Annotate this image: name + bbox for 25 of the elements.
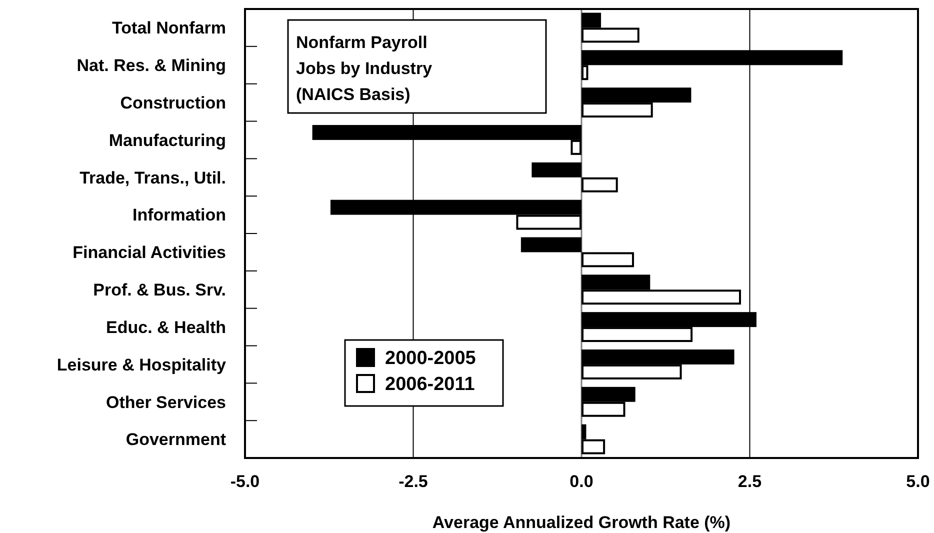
x-tick-label: 2.5 [738,472,762,491]
legend-label: 2006-2011 [385,374,476,395]
y-tick-label: Financial Activities [72,243,226,262]
y-tick-label: Educ. & Health [106,318,226,337]
title-box: Nonfarm Payroll Jobs by Industry (NAICS Basis) [287,19,547,114]
bar [582,177,618,192]
x-tick-label: 5.0 [906,472,930,491]
bar [532,162,582,178]
y-tick-label: Total Nonfarm [112,18,226,38]
legend-label: 2000-2005 [385,348,476,369]
y-tick-label: Other Services [106,392,226,412]
y-tick-label: Information [132,206,226,225]
x-tick-label: -5.0 [230,472,260,491]
x-tick-label: -2.5 [398,472,428,491]
bar [520,237,582,252]
y-tick-label: Prof. & Bus. Srv. [93,280,226,300]
y-tick-label: Construction [120,93,226,112]
y-tick-label: Manufacturing [108,130,226,150]
y-tick-label: Government [126,430,226,450]
x-tick-label: 0.0 [570,472,594,491]
y-tick-label: Trade, Trans., Util. [80,168,226,188]
x-axis-title: Average Annualized Growth Rate (%) [432,513,731,532]
bar [582,252,634,268]
y-tick-label: Nat. Res. & Mining [76,56,226,76]
y-tick-label: Leisure & Hospitality [56,355,227,374]
